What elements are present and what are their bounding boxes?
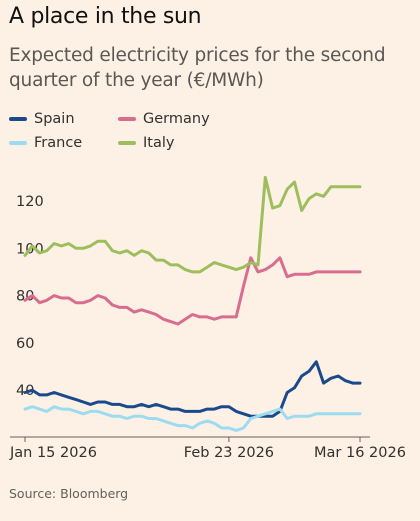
legend-item-italy: Italy [118,135,174,151]
y-tick-label: 80 [16,289,34,305]
y-tick-label: 120 [16,194,44,210]
series-line-germany [23,256,362,326]
chart-subtitle: Expected electricity prices for the seco… [9,45,386,91]
legend-label-france: France [34,135,83,151]
legend-item-france: France [9,135,82,151]
legend-label-spain: Spain [34,111,75,127]
legend-swatch-italy [118,141,136,145]
series-line-italy [23,175,362,274]
legend-swatch-germany [118,117,136,121]
x-tick-label: Jan 15 2026 [9,445,97,461]
series-line-spain [23,360,362,418]
x-tick-label: Mar 16 2026 [314,445,406,461]
legend-item-germany: Germany [118,111,210,127]
legend-swatch-france [9,141,27,145]
legend-label-italy: Italy [143,135,175,151]
chart-title: A place in the sun [9,4,202,29]
x-tick-label: Feb 23 2026 [184,445,274,461]
legend-label-germany: Germany [143,111,210,127]
series-line-france [23,405,362,432]
legend-item-spain: Spain [9,111,75,127]
source-note: Source: Bloomberg [9,486,129,501]
legend-swatch-spain [9,117,27,121]
y-tick-label: 60 [16,336,34,352]
